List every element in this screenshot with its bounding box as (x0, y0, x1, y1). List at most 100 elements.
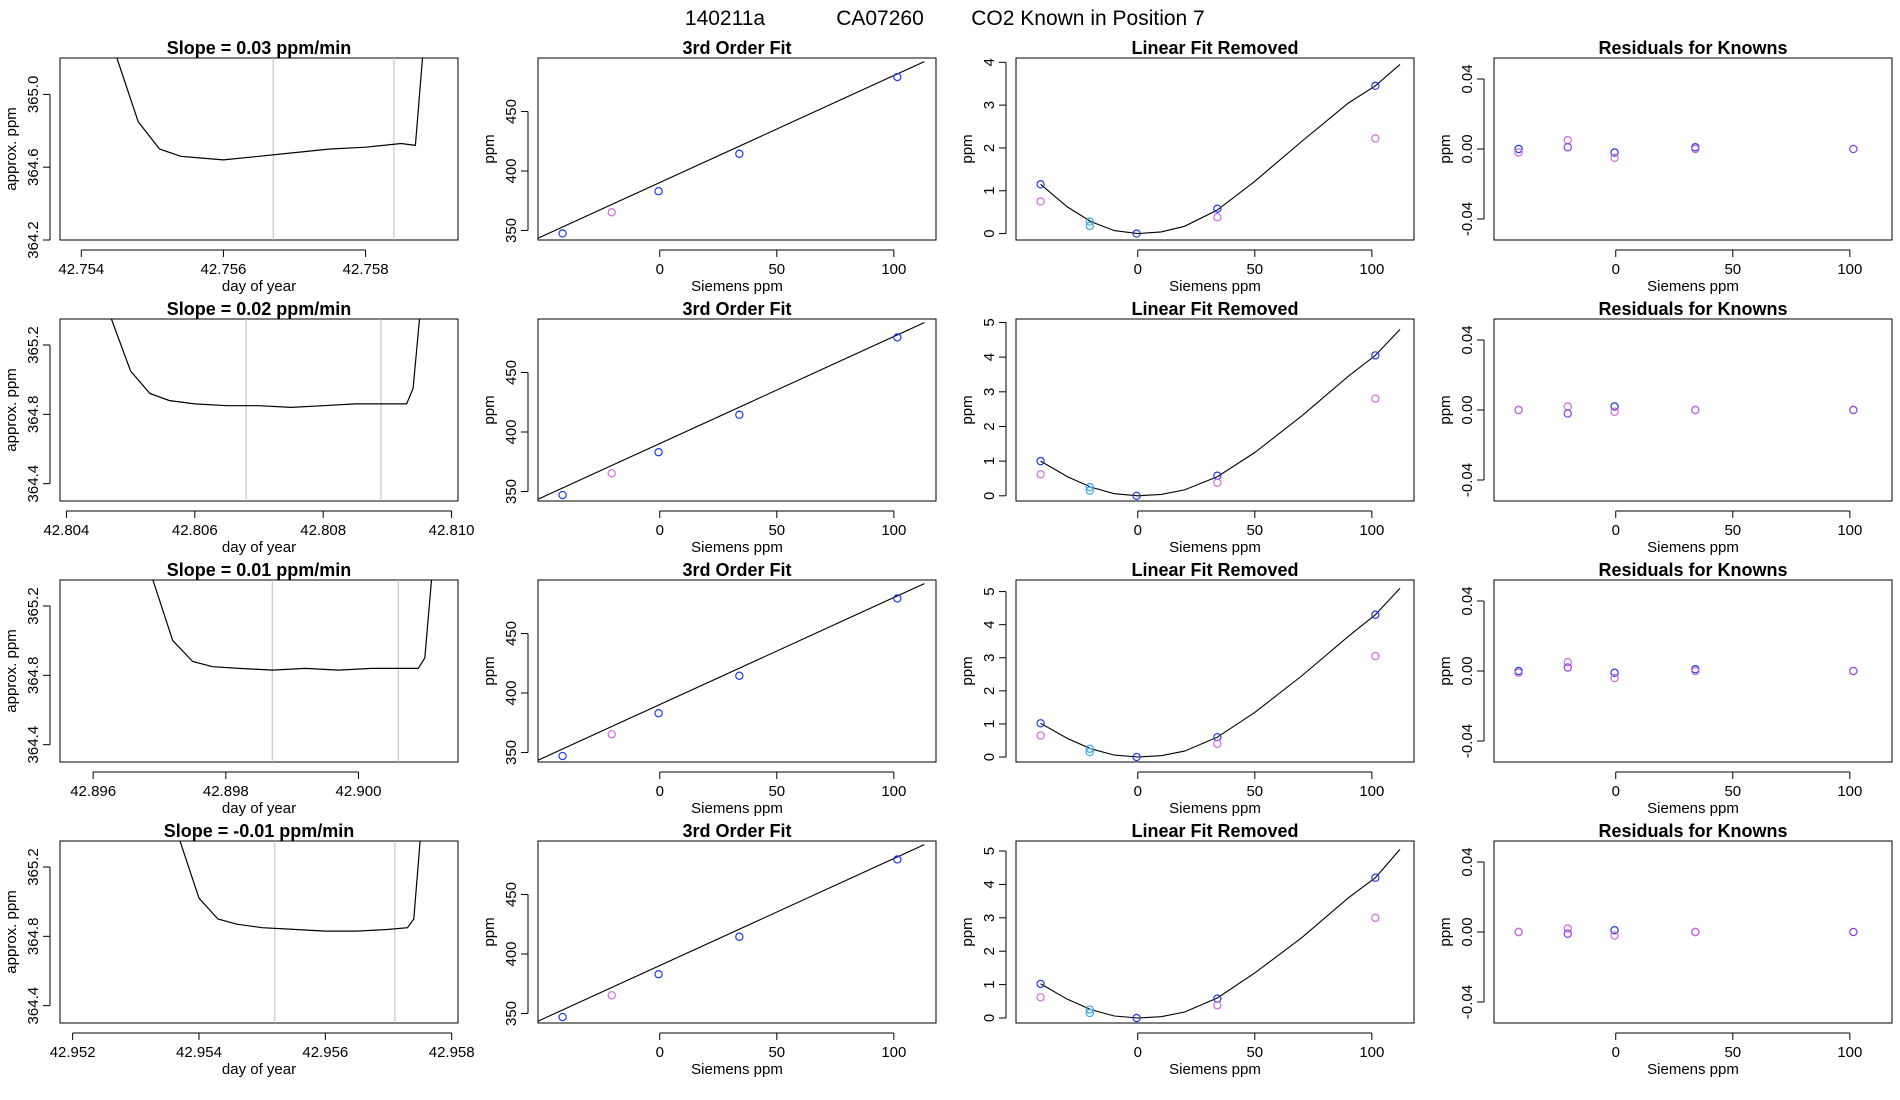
x-tick-label: 42.952 (50, 1044, 96, 1061)
data-point (1691, 144, 1700, 154)
x-tick-label: 42.806 (172, 522, 218, 539)
data-point (558, 751, 567, 761)
data-point (1085, 744, 1094, 753)
panel-title: Linear Fit Removed (1131, 821, 1298, 841)
y-tick-label: 3 (981, 101, 998, 109)
data-point (893, 72, 902, 82)
panel-linear-row3: Linear Fit Removed 0 50 100 Siemens ppm 0 1 2 3 4… (959, 560, 1415, 817)
x-tick-label: 50 (1724, 522, 1741, 539)
x-tick-label: 0 (1134, 783, 1142, 800)
y-tick-label: 5 (981, 318, 998, 326)
y-tick-label: 400 (503, 158, 520, 183)
panel-grid: Slope = 0.03 ppm/min 42.754 42.756 42.758 da… (3, 38, 1893, 1078)
x-axis-label: day of year (222, 800, 296, 817)
data-point (1085, 1005, 1094, 1014)
data-point (1213, 204, 1222, 213)
plot-frame (1493, 57, 1893, 241)
panel-trace-row1: Slope = 0.03 ppm/min 42.754 42.756 42.758 da… (3, 38, 459, 295)
y-tick-label: 3 (981, 388, 998, 396)
y-tick-label: 0.00 (1459, 134, 1476, 163)
plot-frame (537, 579, 937, 763)
data-point (1085, 486, 1094, 495)
plot-area (1514, 136, 1858, 162)
y-tick-label: 450 (503, 621, 520, 646)
y-tick-label: 0.04 (1459, 586, 1476, 615)
x-tick-label: 100 (881, 522, 906, 539)
panel-linear-row2: Linear Fit Removed 0 50 100 Siemens ppm 0 1 2 3 4… (959, 299, 1415, 556)
plot-area (116, 58, 424, 240)
y-tick-label: 364.6 (25, 148, 42, 186)
x-axis-label: day of year (222, 278, 296, 295)
data-point (1610, 931, 1619, 940)
x-tick-label: 42.896 (70, 783, 116, 800)
y-tick-label: 4 (981, 880, 998, 888)
y-tick-label: 5 (981, 847, 998, 855)
panel-linear-row4: Linear Fit Removed 0 50 100 Siemens ppm 0 1 2 3 4… (959, 821, 1415, 1078)
y-tick-label: 364.8 (25, 657, 42, 695)
data-point (1691, 666, 1700, 676)
y-tick-label: 365.2 (25, 848, 42, 886)
data-point (1371, 394, 1380, 403)
x-axis-label: Siemens ppm (1169, 539, 1261, 556)
x-tick-label: 42.808 (300, 522, 346, 539)
data-point (735, 410, 744, 419)
y-tick-label: 1 (981, 457, 998, 465)
data-point (1132, 229, 1141, 238)
data-point (1563, 402, 1572, 411)
y-tick-label: 0.00 (1459, 656, 1476, 685)
data-point (1132, 752, 1141, 762)
y-axis-label: ppm (1437, 134, 1454, 163)
x-tick-label: 42.810 (429, 522, 475, 539)
x-tick-label: 100 (1837, 522, 1862, 539)
data-point (607, 991, 616, 1000)
trace-line (110, 319, 421, 409)
y-axis-label: ppm (959, 656, 976, 685)
plot-frame (1015, 57, 1415, 241)
plot-area (1036, 63, 1401, 238)
x-tick-label: 42.898 (203, 783, 249, 800)
y-tick-label: 4 (981, 621, 998, 629)
y-tick-label: 0.00 (1459, 917, 1476, 946)
y-tick-label: 400 (503, 680, 520, 705)
fit-curve (1040, 63, 1401, 235)
y-tick-label: 364.4 (25, 465, 42, 503)
plot-area (538, 583, 925, 761)
x-tick-label: 100 (1837, 1044, 1862, 1061)
fit-curve (538, 844, 925, 1022)
y-axis-label: ppm (959, 134, 976, 163)
x-tick-label: 100 (1359, 261, 1384, 278)
data-point (1036, 456, 1045, 466)
fit-curve (538, 322, 925, 500)
data-point (558, 229, 567, 238)
y-tick-label: 4 (981, 58, 998, 66)
y-tick-label: 364.4 (25, 987, 42, 1025)
panel-title: Slope = -0.01 ppm/min (164, 821, 355, 841)
data-point (1610, 926, 1619, 935)
data-point (654, 448, 663, 457)
x-tick-label: 42.758 (343, 261, 389, 278)
data-point (1691, 927, 1700, 937)
data-point (1610, 402, 1619, 411)
data-point (1371, 873, 1380, 882)
x-axis-label: Siemens ppm (1169, 1061, 1261, 1078)
data-point (1085, 1008, 1094, 1018)
y-tick-label: 2 (981, 687, 998, 695)
x-tick-label: 0 (1612, 261, 1620, 278)
x-tick-label: 50 (768, 261, 785, 278)
y-tick-label: 1 (981, 980, 998, 988)
fit-curve (1040, 587, 1401, 758)
plot-frame (59, 57, 459, 241)
x-tick-label: 100 (881, 783, 906, 800)
y-tick-label: 350 (503, 479, 520, 504)
data-point (1036, 180, 1045, 189)
panel-title: Slope = 0.01 ppm/min (167, 560, 352, 580)
figure-title-run: 140211a (685, 7, 766, 30)
data-point (1849, 144, 1858, 154)
x-tick-label: 50 (1724, 1044, 1741, 1061)
x-tick-label: 42.754 (58, 261, 104, 278)
y-tick-label: 0 (981, 492, 998, 500)
panel-title: Linear Fit Removed (1131, 560, 1298, 580)
panel-title: Residuals for Knowns (1598, 560, 1787, 580)
y-tick-label: 365.2 (25, 326, 42, 364)
data-point (1085, 221, 1094, 231)
